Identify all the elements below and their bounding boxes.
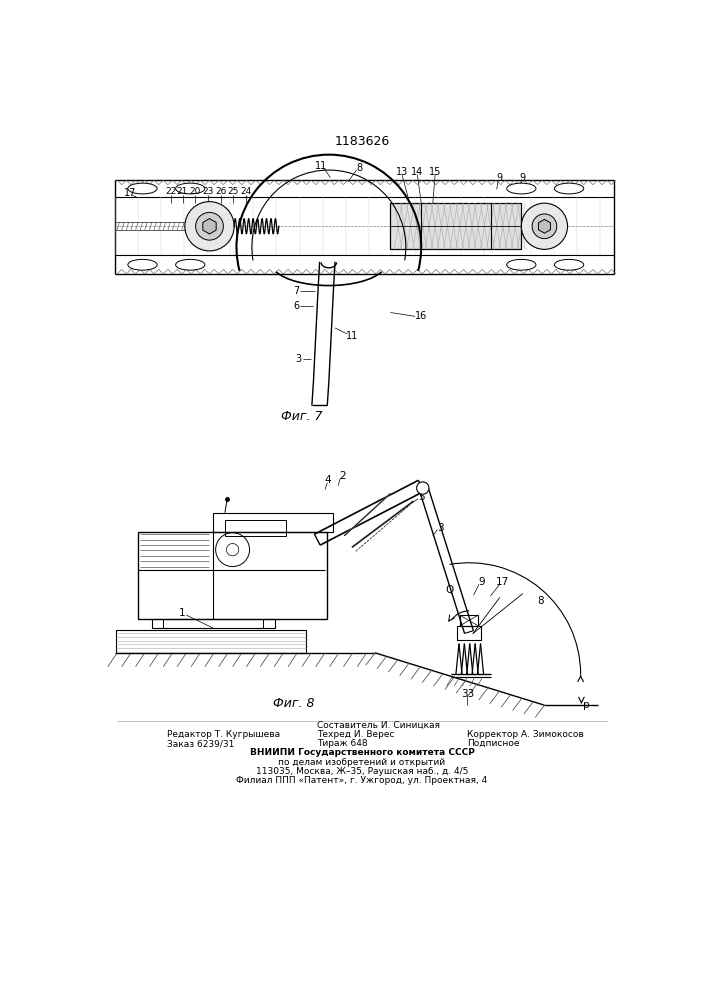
Text: 17: 17 <box>496 577 509 587</box>
Polygon shape <box>203 219 216 234</box>
Text: 11: 11 <box>315 161 327 171</box>
Ellipse shape <box>554 183 584 194</box>
Text: 22: 22 <box>165 187 177 196</box>
Bar <box>115 630 305 653</box>
Text: 13: 13 <box>396 167 408 177</box>
Circle shape <box>196 212 223 240</box>
Ellipse shape <box>175 183 205 194</box>
Text: Тираж 648: Тираж 648 <box>317 739 368 748</box>
Text: по делам изобретений и открытий: по делам изобретений и открытий <box>279 758 445 767</box>
Bar <box>152 619 275 628</box>
Text: 25: 25 <box>228 187 239 196</box>
Text: Q: Q <box>445 585 454 595</box>
Text: 6: 6 <box>293 301 300 311</box>
Circle shape <box>521 203 568 249</box>
Text: Подписное: Подписное <box>467 739 520 748</box>
Text: 16: 16 <box>415 311 427 321</box>
Ellipse shape <box>128 183 157 194</box>
Bar <box>214 513 333 532</box>
Text: 9: 9 <box>478 577 484 587</box>
Circle shape <box>416 482 429 494</box>
Text: 4: 4 <box>324 475 331 485</box>
Text: 26: 26 <box>216 187 227 196</box>
Text: 15: 15 <box>429 167 441 177</box>
Text: 5: 5 <box>418 492 425 502</box>
Ellipse shape <box>507 183 536 194</box>
Text: 8: 8 <box>356 163 363 173</box>
Text: 11: 11 <box>346 331 358 341</box>
Text: 9: 9 <box>497 173 503 183</box>
Bar <box>225 520 286 536</box>
Text: 1183626: 1183626 <box>334 135 390 148</box>
Text: Редактор Т. Кугрышева: Редактор Т. Кугрышева <box>167 730 280 739</box>
Text: Составитель И. Синицкая: Составитель И. Синицкая <box>317 721 440 730</box>
Text: p: p <box>583 700 590 710</box>
Text: 14: 14 <box>411 167 423 177</box>
Ellipse shape <box>128 259 157 270</box>
Ellipse shape <box>175 259 205 270</box>
Text: Заказ 6239/31: Заказ 6239/31 <box>167 739 235 748</box>
Text: 17: 17 <box>124 188 136 198</box>
Text: 7: 7 <box>293 286 300 296</box>
Ellipse shape <box>554 259 584 270</box>
Text: Фиг. 8: Фиг. 8 <box>274 697 315 710</box>
Bar <box>457 626 481 640</box>
Text: 2: 2 <box>339 471 346 481</box>
Ellipse shape <box>507 259 536 270</box>
Text: Филиал ППП «Патент», г. Ужгород, ул. Проектная, 4: Филиал ППП «Патент», г. Ужгород, ул. Про… <box>236 776 488 785</box>
Text: 20: 20 <box>189 187 201 196</box>
Text: Корректор А. Зимокосов: Корректор А. Зимокосов <box>467 730 584 739</box>
Text: ВНИИПИ Государственного комитета СССР: ВНИИПИ Государственного комитета СССР <box>250 748 474 757</box>
Text: 24: 24 <box>240 187 251 196</box>
Bar <box>138 532 327 619</box>
Text: 8: 8 <box>537 596 544 606</box>
Text: 3: 3 <box>437 523 444 533</box>
Text: 113035, Москва, Ж–35, Раушская наб., д. 4/5: 113035, Москва, Ж–35, Раушская наб., д. … <box>256 767 468 776</box>
Text: 9: 9 <box>520 173 526 183</box>
Text: Фиг. 7: Фиг. 7 <box>281 410 322 423</box>
Text: 1: 1 <box>180 608 186 618</box>
Text: 21: 21 <box>177 187 188 196</box>
Text: 23: 23 <box>202 187 214 196</box>
Circle shape <box>185 202 234 251</box>
Circle shape <box>532 214 557 239</box>
Bar <box>390 203 521 249</box>
Text: 33: 33 <box>461 689 474 699</box>
Polygon shape <box>539 219 551 233</box>
Text: 3: 3 <box>295 354 301 364</box>
Text: Техред И. Верес: Техред И. Верес <box>317 730 395 739</box>
Bar <box>460 615 478 626</box>
Bar <box>163 619 264 628</box>
